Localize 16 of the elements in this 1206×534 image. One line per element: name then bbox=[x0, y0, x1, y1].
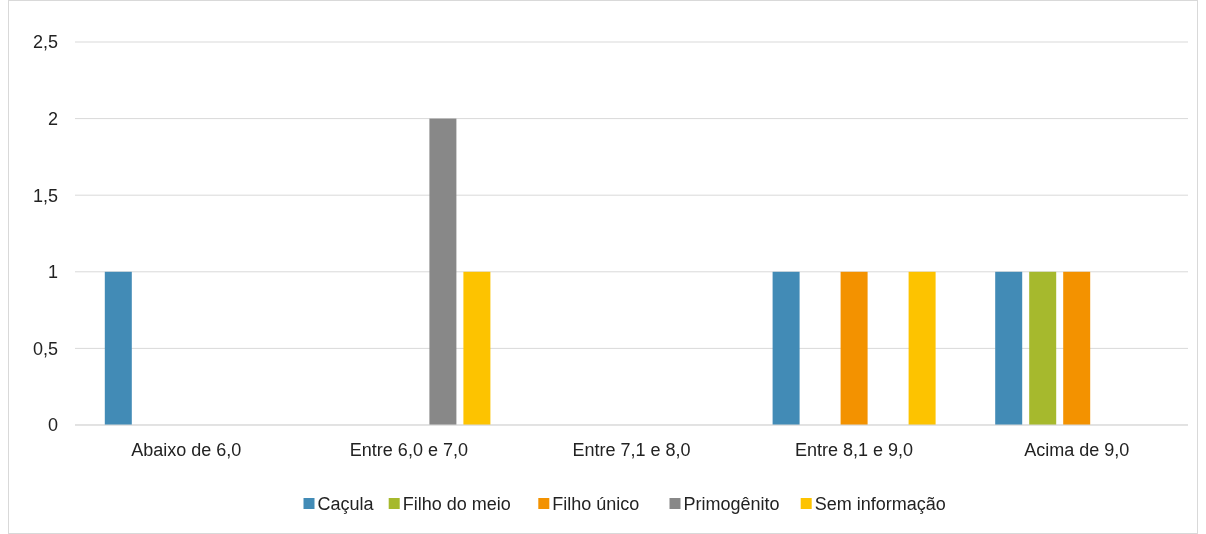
legend-label: Filho do meio bbox=[402, 494, 511, 515]
y-tick-label: 0 bbox=[47, 415, 58, 436]
x-tick-label: Entre 7,1 e 8,0 bbox=[572, 440, 691, 460]
y-tick-label: 1 bbox=[47, 262, 58, 283]
legend-label: Caçula bbox=[317, 494, 375, 515]
y-tick-label: 2 bbox=[47, 108, 58, 129]
x-tick-label: Entre 6,0 e 7,0 bbox=[349, 440, 468, 460]
legend-label: Filho único bbox=[552, 494, 640, 515]
legend-label: Primogênito bbox=[683, 494, 780, 515]
y-tick-label: 2,5 bbox=[32, 32, 58, 53]
y-tick-label: 1,5 bbox=[32, 185, 58, 206]
x-tick-label: Acima de 9,0 bbox=[1024, 440, 1130, 460]
x-tick-label: Entre 8,1 e 9,0 bbox=[795, 440, 914, 460]
x-tick-label: Abaixo de 6,0 bbox=[131, 440, 242, 460]
legend-label: Sem informação bbox=[814, 494, 946, 515]
y-tick-label: 0,5 bbox=[32, 338, 58, 359]
